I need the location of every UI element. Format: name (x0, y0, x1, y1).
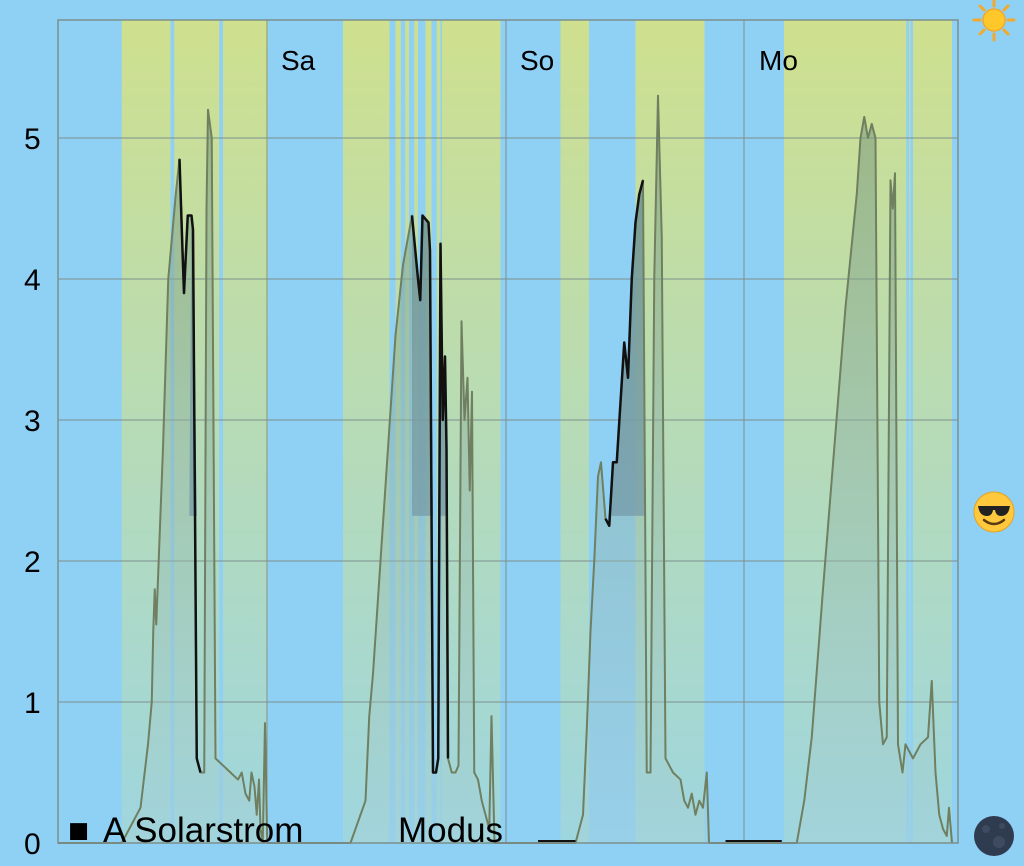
y-tick-label: 5 (24, 123, 41, 156)
y-tick-label: 1 (24, 687, 41, 720)
y-tick-label: 3 (24, 405, 41, 438)
day-labels: Sa So Mo (281, 45, 798, 76)
sun-band (560, 20, 589, 843)
legend-marker: ■ (68, 811, 89, 850)
sun-band (223, 20, 268, 843)
modus-line (178, 159, 645, 774)
modus-segment (178, 159, 202, 773)
modus-segment (604, 179, 645, 527)
day-label: Sa (281, 45, 316, 76)
sun-band (909, 20, 911, 843)
day-label: So (520, 45, 554, 76)
day-label: Mo (759, 45, 798, 76)
y-axis-ticks: 0 1 2 3 4 5 (24, 123, 41, 861)
y-tick-label: 4 (24, 264, 41, 297)
legend-modus: Modus (398, 811, 503, 850)
y-tick-label: 0 (24, 828, 41, 861)
legend: ■ A Solarstrom Modus (68, 811, 503, 850)
y-tick-label: 2 (24, 546, 41, 579)
legend-solarstrom: A Solarstrom (103, 811, 303, 850)
modus-segment (410, 214, 450, 774)
solar-line (58, 94, 953, 844)
smiling-face-with-sunglasses-icon (973, 491, 1015, 533)
new-moon-icon (974, 816, 1014, 856)
frame-rect (57, 19, 959, 844)
plot-frame (57, 19, 959, 844)
sun-icon (972, 0, 1016, 42)
solar-area (58, 94, 953, 844)
solar-area-fill (58, 95, 952, 843)
